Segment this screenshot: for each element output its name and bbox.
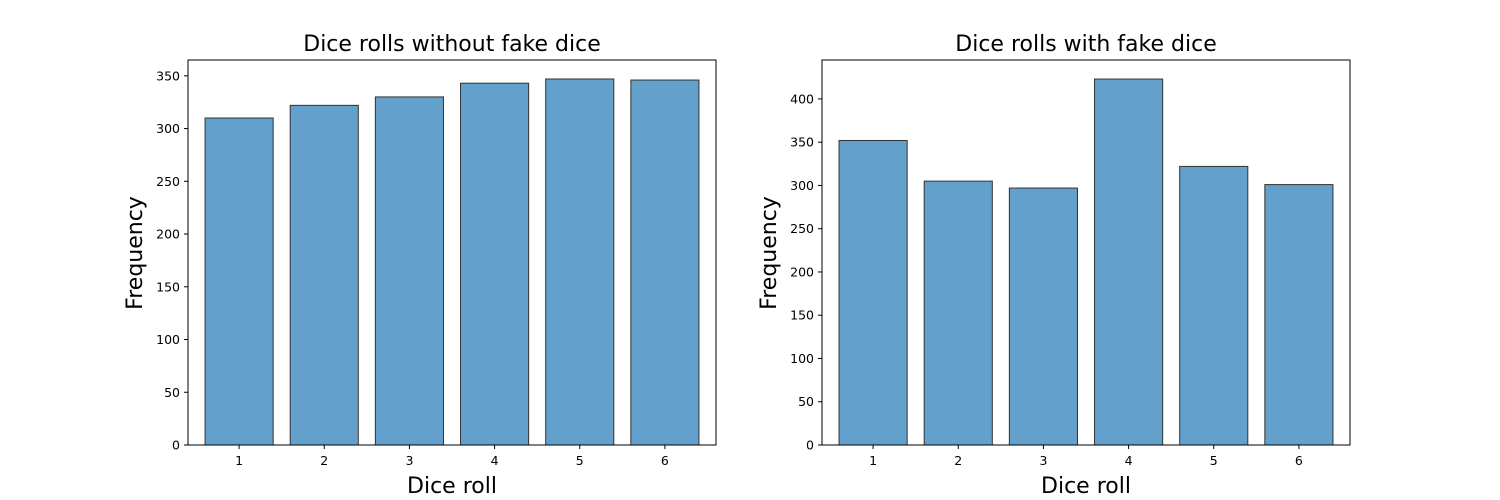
y-tick-label: 250 — [790, 221, 814, 236]
x-axis-label: Dice roll — [407, 474, 497, 499]
x-tick-label: 6 — [661, 453, 669, 468]
plot-frame — [187, 59, 717, 446]
bar-3 — [1008, 187, 1078, 446]
y-tick-label: 50 — [798, 394, 814, 409]
bar-5 — [545, 78, 615, 446]
x-tick-label: 1 — [869, 453, 877, 468]
y-tick-label: 400 — [790, 91, 814, 106]
chart-title: Dice rolls without fake dice — [303, 32, 601, 57]
bar-2 — [289, 104, 359, 446]
bar-2 — [923, 180, 993, 446]
y-tick-label: 300 — [790, 178, 814, 193]
bar-1 — [204, 117, 274, 446]
y-tick-label: 100 — [790, 351, 814, 366]
y-tick-label: 300 — [156, 121, 180, 136]
bar-6 — [630, 79, 700, 446]
x-tick-label: 4 — [1125, 453, 1133, 468]
y-tick-label: 0 — [172, 438, 180, 453]
y-tick-label: 0 — [806, 438, 814, 453]
y-axis-label: Frequency — [757, 196, 782, 310]
x-tick-label: 1 — [235, 453, 243, 468]
bar-4 — [460, 82, 530, 446]
bar-6 — [1264, 184, 1334, 446]
y-tick-label: 200 — [790, 264, 814, 279]
y-tick-label: 150 — [156, 279, 180, 294]
x-tick-label: 3 — [405, 453, 413, 468]
x-tick-label: 3 — [1039, 453, 1047, 468]
chart-without-fake-dice: Dice rolls without fake dice Frequency D… — [123, 32, 717, 499]
x-tick-label: 6 — [1295, 453, 1303, 468]
plot-area: 1 2 3 4 5 6 0 50 100 150 200 250 300 350 — [156, 59, 717, 468]
x-tick-label: 4 — [491, 453, 499, 468]
bar-4 — [1094, 78, 1164, 446]
x-tick-label: 5 — [576, 453, 584, 468]
x-tick-label: 5 — [1210, 453, 1218, 468]
x-tick-label: 2 — [954, 453, 962, 468]
y-tick-label: 250 — [156, 174, 180, 189]
plot-area: 1 2 3 4 5 6 0 50 100 150 200 250 300 350 400 — [790, 59, 1351, 468]
chart-title: Dice rolls with fake dice — [955, 32, 1216, 57]
y-tick-label: 350 — [790, 135, 814, 150]
y-tick-label: 50 — [164, 385, 180, 400]
y-tick-label: 150 — [790, 308, 814, 323]
plot-frame — [821, 59, 1351, 446]
bar-5 — [1179, 165, 1249, 446]
y-tick-label: 200 — [156, 227, 180, 242]
y-tick-label: 350 — [156, 68, 180, 83]
chart-with-fake-dice: Dice rolls with fake dice Frequency Dice… — [757, 32, 1351, 499]
y-axis-label: Frequency — [123, 196, 148, 310]
bar-3 — [374, 96, 444, 446]
bar-1 — [838, 139, 908, 446]
x-tick-label: 2 — [320, 453, 328, 468]
x-axis-label: Dice roll — [1041, 474, 1131, 499]
y-tick-label: 100 — [156, 332, 180, 347]
